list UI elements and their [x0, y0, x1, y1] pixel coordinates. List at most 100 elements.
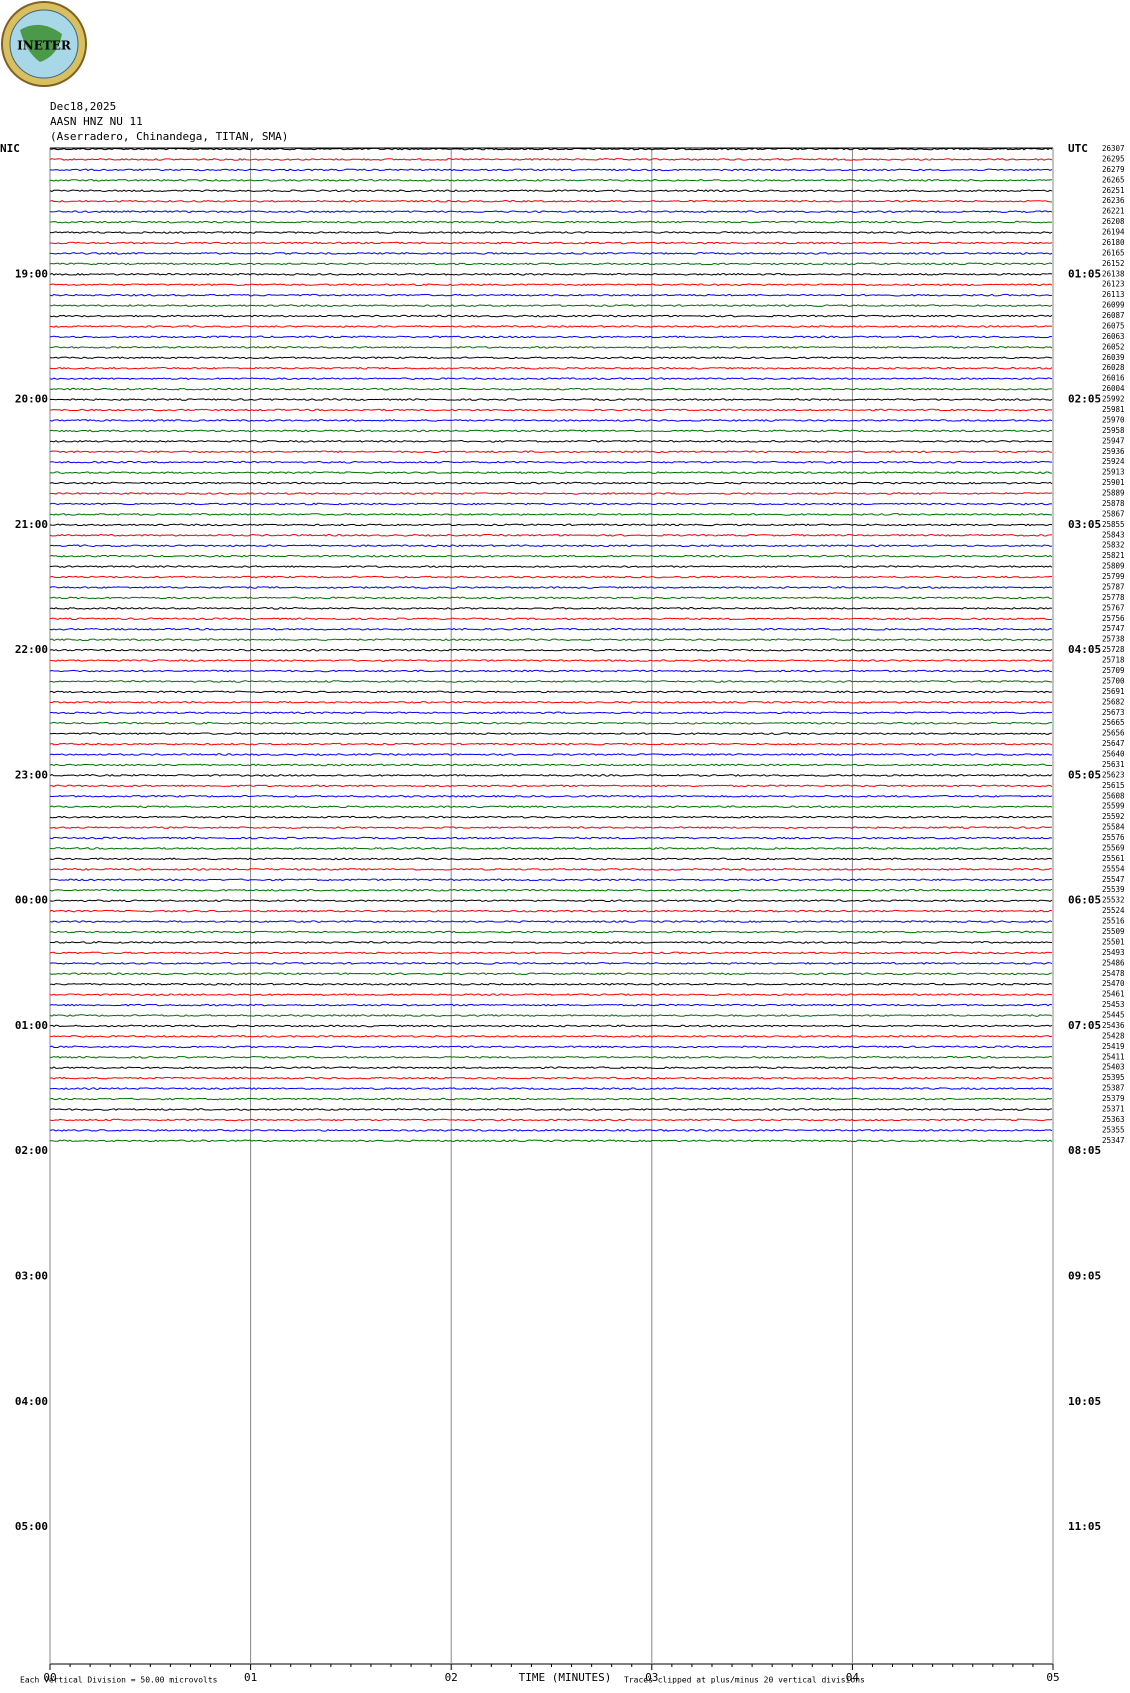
trace-label: 25599: [1102, 802, 1125, 811]
trace: [49, 272, 1053, 276]
trace: [49, 554, 1053, 558]
left-time-label: 19:00: [15, 267, 48, 280]
trace-label: 26138: [1102, 269, 1125, 278]
trace: [49, 961, 1053, 965]
trace-label: 26016: [1102, 374, 1125, 383]
trace: [49, 680, 1053, 683]
trace-label: 26113: [1102, 290, 1125, 299]
trace-label: 26063: [1102, 332, 1125, 341]
trace-label: 25524: [1102, 906, 1125, 915]
trace: [49, 1045, 1053, 1049]
trace: [49, 596, 1053, 600]
trace: [49, 1014, 1053, 1017]
trace: [49, 460, 1053, 464]
trace-label: 25778: [1102, 593, 1125, 602]
trace-label: 25947: [1102, 436, 1125, 445]
trace-label: 25709: [1102, 666, 1125, 675]
trace-label: 25395: [1102, 1073, 1125, 1082]
trace-label: 25509: [1102, 927, 1125, 936]
right-time-label: 11:05: [1068, 1520, 1101, 1533]
trace-label: 26236: [1102, 196, 1125, 205]
trace-label: 25592: [1102, 812, 1125, 821]
trace: [49, 753, 1053, 756]
trace: [49, 617, 1053, 621]
date: Dec18,2025: [50, 100, 116, 113]
trace-label: 26099: [1102, 301, 1125, 310]
trace: [49, 930, 1053, 934]
trace-label: 25901: [1102, 478, 1125, 487]
trace: [49, 690, 1053, 694]
trace-label: 26165: [1102, 248, 1125, 257]
trace-label: 25665: [1102, 718, 1125, 727]
trace: [49, 429, 1053, 433]
left-time-label: 04:00: [15, 1395, 48, 1408]
trace-label: 25767: [1102, 603, 1125, 612]
left-time-label: 22:00: [15, 643, 48, 656]
trace: [49, 773, 1053, 777]
trace-label: 25486: [1102, 958, 1125, 967]
left-time-label: 23:00: [15, 768, 48, 781]
trace-label: 25615: [1102, 781, 1125, 790]
trace: [49, 283, 1053, 287]
trace-label: 26004: [1102, 384, 1125, 393]
trace-label: 25379: [1102, 1094, 1125, 1103]
trace: [49, 147, 1053, 151]
logo-text: INETER: [17, 39, 72, 53]
trace: [49, 951, 1053, 955]
trace-label: 25554: [1102, 864, 1125, 873]
right-time-label: 08:05: [1068, 1144, 1101, 1157]
trace: [49, 972, 1053, 976]
right-time-label: 04:05: [1068, 643, 1101, 656]
trace: [49, 210, 1053, 214]
trace: [49, 220, 1053, 224]
trace: [49, 408, 1053, 412]
trace-label: 25936: [1102, 447, 1125, 456]
trace: [49, 325, 1053, 328]
left-time-label: 05:00: [15, 1520, 48, 1533]
trace: [49, 189, 1053, 193]
trace: [49, 533, 1053, 537]
trace-label: 26028: [1102, 363, 1125, 372]
trace-label: 25478: [1102, 969, 1125, 978]
trace: [49, 398, 1053, 401]
trace-label: 25608: [1102, 791, 1125, 800]
trace: [49, 1118, 1053, 1122]
trace-label: 25631: [1102, 760, 1125, 769]
trace-label: 25516: [1102, 917, 1125, 926]
trace-label: 26087: [1102, 311, 1125, 320]
trace: [49, 1087, 1053, 1091]
x-tick-label: 01: [244, 1671, 257, 1684]
trace-label: 25623: [1102, 770, 1125, 779]
trace: [49, 512, 1052, 516]
station: AASN HNZ NU 11: [50, 115, 143, 128]
trace: [49, 847, 1053, 850]
trace-label: 25970: [1102, 415, 1125, 424]
trace: [49, 815, 1053, 819]
trace-label: 26251: [1102, 186, 1125, 195]
location: (Aserradero, Chinandega, TITAN, SMA): [50, 130, 288, 143]
x-axis-label: TIME (MINUTES): [519, 1671, 612, 1684]
trace: [49, 345, 1053, 349]
trace-label: 25673: [1102, 708, 1125, 717]
trace-label: 25878: [1102, 499, 1125, 508]
trace: [49, 450, 1053, 454]
trace: [49, 523, 1053, 527]
trace-label: 25718: [1102, 656, 1125, 665]
left-time-label: NIC: [0, 142, 20, 155]
trace-label: 25387: [1102, 1084, 1125, 1093]
trace: [49, 335, 1053, 339]
trace: [49, 721, 1053, 725]
scale-note: Each Vertical Division = 50.00 microvolt…: [20, 1676, 218, 1685]
trace-label: 25419: [1102, 1042, 1125, 1051]
trace: [49, 586, 1053, 589]
right-time-label: 03:05: [1068, 518, 1101, 531]
trace: [49, 231, 1053, 234]
trace-label: 25832: [1102, 541, 1125, 550]
trace-label: 25640: [1102, 750, 1125, 759]
right-time-label: UTC: [1068, 142, 1088, 155]
trace: [49, 627, 1053, 631]
trace: [49, 878, 1053, 882]
trace: [49, 888, 1053, 892]
logo: INETER: [1, 1, 87, 87]
trace-label: 25992: [1102, 395, 1125, 404]
